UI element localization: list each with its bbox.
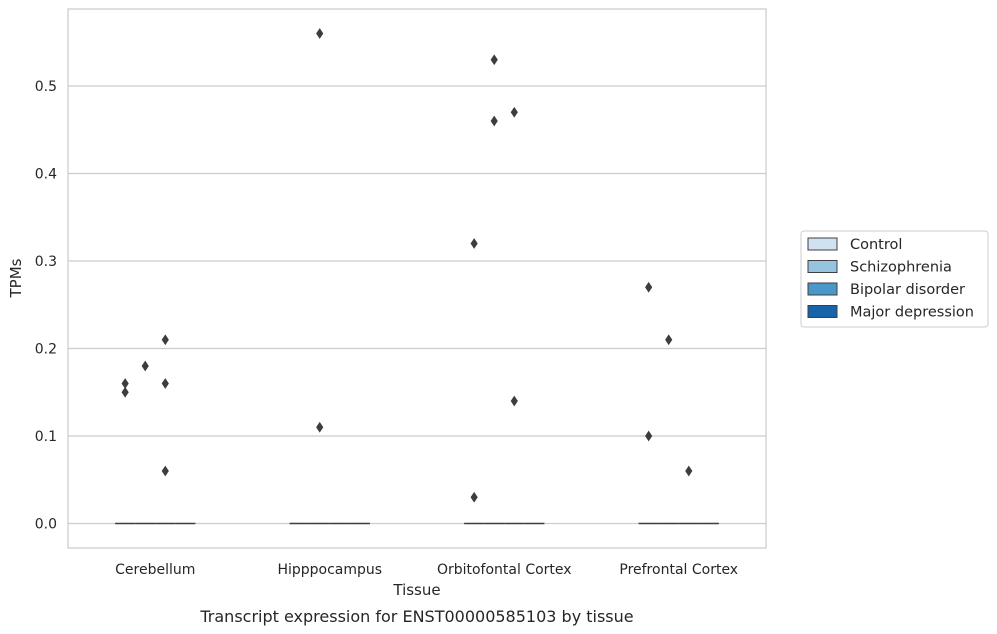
outlier-point: [510, 106, 518, 118]
legend-label: Major depression: [850, 305, 974, 321]
y-axis-title: TPMs: [7, 258, 25, 298]
outlier-point: [490, 54, 498, 66]
outlier-point: [141, 360, 149, 372]
x-tick-label: Prefrontal Cortex: [619, 562, 738, 578]
x-tick-label: Cerebellum: [115, 562, 195, 578]
x-tick-label: Orbitofontal Cortex: [437, 562, 572, 578]
x-axis-ticks: Cerebellum Hipppocampus Orbitofontal Corte…: [115, 562, 738, 578]
legend-label: Bipolar disorder: [850, 282, 965, 298]
outlier-point: [645, 281, 653, 293]
outlier-point: [470, 238, 478, 249]
y-tick-label: 0.2: [35, 342, 57, 358]
legend-swatch: [807, 282, 838, 296]
x-axis-title: Tissue: [392, 581, 440, 599]
outlier-point: [645, 430, 653, 442]
y-tick-label: 0.3: [35, 254, 57, 270]
legend-swatch: [807, 260, 838, 273]
outlier-point: [685, 465, 693, 477]
legend: Control Schizophrenia Bipolar disorder Majo…: [800, 230, 989, 328]
legend-label: Schizophrenia: [850, 260, 952, 276]
chart-caption: Transcript expression for ENST0000058510…: [199, 607, 633, 626]
y-axis-ticks: 0.0 0.1 0.2 0.3 0.4 0.5: [35, 79, 57, 533]
legend-label: Control: [850, 237, 902, 253]
outlier-point: [161, 378, 169, 389]
y-tick-label: 0.5: [35, 79, 57, 95]
outlier-point: [161, 334, 169, 346]
outlier-point: [470, 491, 478, 503]
y-tick-label: 0.0: [35, 517, 57, 533]
legend-frame: [800, 230, 989, 328]
legend-swatch: [807, 305, 838, 318]
outlier-layer: [121, 28, 693, 503]
outlier-point: [510, 395, 518, 407]
outlier-point: [121, 378, 129, 389]
y-tick-label: 0.1: [35, 429, 57, 445]
legend-swatch: [807, 237, 838, 251]
outlier-point: [490, 115, 498, 127]
outlier-point: [121, 386, 129, 398]
y-tick-label: 0.4: [35, 167, 57, 183]
outlier-point: [316, 28, 324, 39]
outlier-point: [316, 421, 324, 433]
outlier-point: [665, 334, 673, 346]
x-tick-label: Hipppocampus: [277, 562, 382, 578]
plot-area-frame: [67, 8, 767, 549]
grid-lines: [68, 85, 766, 525]
outlier-point: [161, 465, 169, 477]
